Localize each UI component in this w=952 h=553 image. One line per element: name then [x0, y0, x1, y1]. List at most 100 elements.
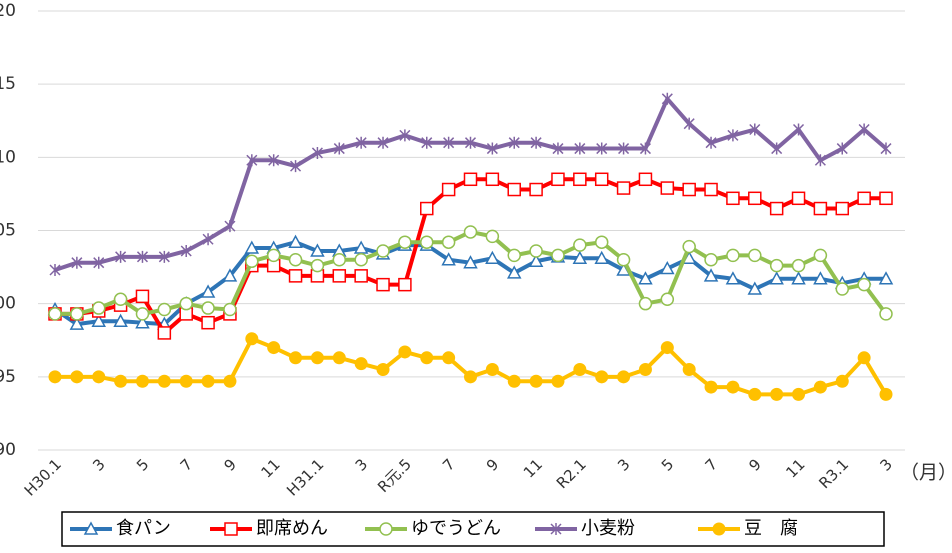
marker — [660, 341, 674, 355]
x-tick-label: 3 — [352, 455, 371, 474]
marker — [551, 172, 565, 187]
marker — [332, 269, 347, 283]
marker — [135, 374, 149, 388]
marker — [507, 374, 521, 388]
x-tick-label: 7 — [177, 455, 196, 474]
marker — [791, 191, 806, 206]
marker — [135, 307, 150, 321]
marker — [726, 380, 740, 394]
x-tick-label: 11 — [520, 455, 546, 481]
marker — [574, 142, 586, 155]
marker — [529, 374, 543, 388]
marker — [835, 282, 850, 296]
legend-label: 豆 腐 — [744, 518, 798, 539]
marker — [792, 387, 806, 401]
marker — [376, 277, 390, 292]
marker — [245, 332, 259, 346]
marker — [530, 136, 542, 149]
x-tick-label: R3.1 — [815, 455, 852, 492]
marker — [858, 123, 870, 136]
marker — [157, 326, 172, 340]
legend-item: 小麦粉 — [535, 518, 635, 539]
x-tick-label: 3 — [614, 455, 633, 474]
marker — [441, 182, 456, 197]
marker — [464, 370, 477, 384]
marker — [246, 154, 258, 167]
x-tick-label: 7 — [702, 455, 721, 474]
marker — [333, 142, 345, 155]
marker — [201, 301, 215, 315]
marker — [354, 357, 368, 371]
marker — [638, 363, 652, 377]
marker — [507, 248, 521, 263]
marker — [421, 136, 433, 149]
x-tick-label: 9 — [220, 455, 239, 474]
marker — [70, 307, 84, 321]
marker — [528, 253, 544, 267]
marker — [91, 313, 107, 327]
marker — [573, 172, 587, 187]
marker — [704, 182, 718, 197]
marker — [180, 244, 192, 257]
marker — [486, 142, 498, 155]
marker — [224, 220, 236, 233]
legend-label: 小麦粉 — [581, 518, 635, 539]
marker — [200, 284, 216, 298]
marker — [376, 244, 390, 258]
y-tick-label: 110 — [0, 147, 16, 167]
marker — [266, 248, 281, 263]
y-tick-label: 100 — [0, 294, 16, 314]
marker — [682, 363, 696, 377]
marker — [93, 256, 105, 269]
marker — [726, 191, 740, 206]
legend-item: 豆 腐 — [698, 518, 798, 539]
marker — [813, 248, 828, 263]
marker — [114, 374, 128, 388]
marker — [616, 181, 631, 195]
marker — [769, 201, 784, 216]
marker — [288, 269, 303, 283]
marker — [442, 351, 456, 365]
marker — [705, 136, 717, 149]
marker — [857, 277, 871, 292]
marker — [507, 182, 521, 197]
marker — [769, 271, 784, 285]
marker — [158, 250, 170, 263]
marker — [83, 521, 99, 535]
y-tick-label: 90 — [0, 440, 16, 460]
marker — [572, 250, 588, 265]
marker — [311, 146, 323, 159]
x-tick-label: R元.5 — [374, 455, 415, 496]
marker — [748, 191, 762, 206]
marker — [179, 374, 193, 388]
marker — [791, 258, 806, 273]
marker — [879, 191, 893, 206]
marker — [71, 256, 83, 269]
marker — [638, 271, 653, 285]
marker — [115, 250, 127, 263]
marker — [682, 182, 696, 197]
marker — [638, 172, 653, 187]
marker — [310, 258, 325, 273]
marker — [813, 271, 828, 285]
marker — [267, 341, 281, 355]
marker — [529, 182, 543, 197]
x-tick-label: 7 — [439, 455, 458, 474]
marker — [224, 522, 238, 536]
marker — [135, 315, 150, 329]
marker — [289, 351, 303, 365]
marker — [791, 271, 806, 285]
marker — [770, 387, 784, 401]
x-tick-label: 11 — [782, 455, 808, 481]
marker — [244, 240, 260, 254]
marker — [201, 315, 215, 330]
marker — [463, 225, 478, 239]
y-tick-label: 120 — [0, 1, 16, 21]
marker — [464, 136, 477, 149]
marker — [595, 370, 609, 384]
marker — [725, 271, 741, 285]
marker — [398, 345, 412, 359]
marker — [441, 252, 456, 266]
marker — [48, 370, 62, 384]
